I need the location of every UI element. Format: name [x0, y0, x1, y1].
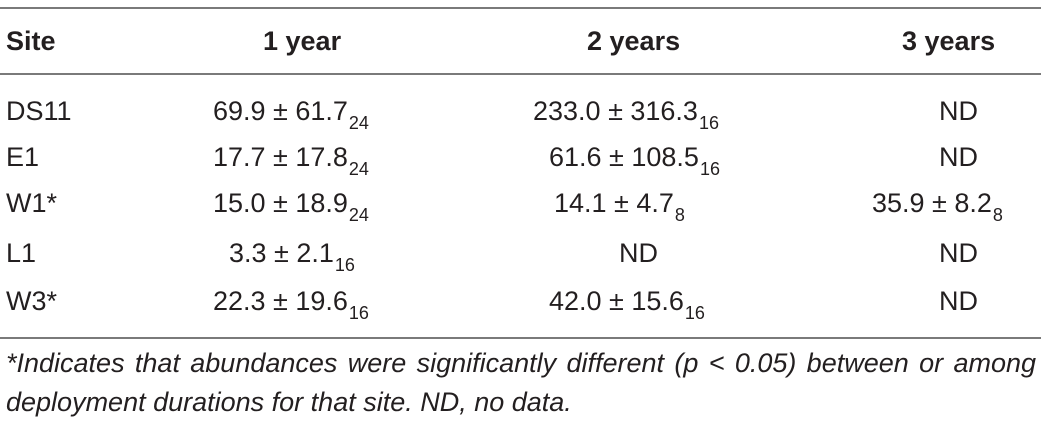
row-3-year1: 15.0 ± 18.924 — [213, 188, 369, 225]
row-3-year2: 14.1 ± 4.78 — [554, 188, 685, 225]
header-site: Site — [6, 26, 56, 56]
header-1-year: 1 year — [263, 26, 342, 56]
row-5-site: W3* — [6, 286, 58, 316]
row-3-year3: 35.9 ± 8.28 — [872, 188, 1003, 225]
table-top-rule — [0, 7, 1041, 9]
header-2-years: 2 years — [587, 26, 681, 56]
row-1-year3: ND — [939, 96, 978, 126]
row-2-year2: 61.6 ± 108.516 — [549, 142, 720, 179]
row-3-site: W1* — [6, 188, 58, 218]
row-5-year1: 22.3 ± 19.616 — [213, 286, 369, 323]
row-5-year2: 42.0 ± 15.616 — [549, 286, 705, 323]
row-2-year1: 17.7 ± 17.824 — [213, 142, 369, 179]
row-5-year3: ND — [939, 286, 978, 316]
row-1-year2: 233.0 ± 316.316 — [533, 96, 719, 133]
row-4-year3: ND — [939, 238, 978, 268]
row-4-year2: ND — [619, 238, 658, 268]
row-2-site: E1 — [6, 142, 40, 172]
row-1-year1: 69.9 ± 61.724 — [213, 96, 369, 133]
table-footnote: *Indicates that abundances were signific… — [6, 348, 1036, 417]
row-4-site: L1 — [6, 238, 37, 268]
header-3-years: 3 years — [902, 26, 996, 56]
table-bottom-rule — [0, 337, 1041, 339]
row-4-year1: 3.3 ± 2.116 — [229, 238, 355, 275]
table-header-rule — [0, 73, 1041, 75]
row-2-year3: ND — [939, 142, 978, 172]
row-1-site: DS11 — [6, 96, 72, 126]
